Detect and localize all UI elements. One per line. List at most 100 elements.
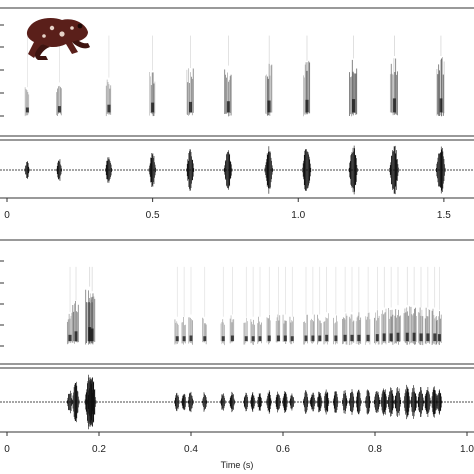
spectrogram-pulse	[266, 266, 271, 345]
x-tick-label: 0.5	[146, 210, 160, 221]
oscillogram-pulse	[302, 149, 312, 191]
x-tick-label: 0.4	[184, 444, 198, 455]
oscillogram-pulse	[186, 149, 195, 191]
oscillogram-pulse	[187, 391, 194, 413]
oscillogram-pulse	[275, 391, 281, 413]
spectrogram-pulse	[66, 266, 73, 345]
oscillogram-pulse	[348, 145, 358, 195]
oscillogram-pulse	[24, 161, 30, 179]
oscillogram-pulse	[387, 387, 395, 417]
panel-a: 0 0.5 1.0 1.5	[0, 7, 474, 221]
spectrogram-pulse	[88, 266, 96, 345]
x-tick-label: 0.6	[276, 444, 290, 455]
spectrogram-pulse	[229, 266, 235, 344]
spectrogram-pulse	[424, 266, 431, 345]
spectrogram-pulse	[275, 266, 281, 343]
oscillogram-pulse	[181, 393, 187, 411]
oscillogram-pulse	[66, 390, 73, 414]
oscillogram-pulse	[316, 391, 323, 413]
spectrogram-pulse	[310, 266, 315, 344]
spectrogram-pulse	[188, 266, 193, 345]
oscillogram-pulse	[323, 389, 330, 415]
spectrogram-pulse	[105, 35, 112, 117]
oscillogram-pulse	[380, 388, 388, 416]
spectrogram-pulse	[394, 266, 401, 345]
frog-photo	[26, 18, 90, 60]
frog-spot	[59, 31, 65, 37]
spectrogram-pulse	[72, 266, 79, 344]
spectrogram-pulse	[181, 266, 186, 345]
oscillogram-pulse	[223, 150, 233, 190]
spectrogram-pulse	[317, 266, 322, 345]
panel-b: 0 0.2 0.4 0.6 0.8 1.0 Time (s)	[0, 239, 474, 470]
spectrogram-pulse	[202, 266, 207, 345]
spectrogram-pulse	[243, 266, 248, 345]
frog-leg	[72, 40, 90, 49]
oscillogram-pulse	[148, 152, 156, 188]
spectrogram-pulse	[342, 266, 348, 345]
frog-spot	[49, 25, 55, 31]
oscillogram-pulse	[394, 387, 402, 417]
spectrogram-pulse	[174, 266, 179, 345]
spectrogram-pulse	[323, 266, 329, 345]
x-tick-label: 1.0	[460, 444, 474, 455]
oscillogram-pulse	[174, 392, 180, 412]
oscillogram-pulse	[435, 146, 446, 194]
frog-spot	[70, 26, 74, 30]
panel-a-spectrogram	[24, 35, 445, 117]
oscillogram-pulse	[220, 393, 226, 411]
spectrogram-pulse	[250, 266, 255, 346]
spectrogram-pulse	[303, 35, 311, 117]
spectrogram-pulse	[289, 266, 294, 345]
frog-eye	[77, 23, 83, 29]
oscillogram-pulse	[403, 384, 411, 420]
spectrogram-pulse	[388, 266, 394, 345]
spectrogram-pulse	[224, 35, 232, 117]
oscillogram-pulse	[417, 386, 425, 418]
oscillogram-pulse	[348, 389, 355, 415]
spectrogram-pulse	[381, 266, 387, 345]
frog-spot	[42, 34, 46, 38]
spectrogram-pulse	[365, 266, 371, 345]
oscillogram-pulse	[436, 389, 443, 415]
spectrogram-pulse	[56, 35, 62, 117]
spectrogram-pulse	[186, 35, 194, 117]
spectrogram-pulse	[265, 35, 273, 116]
panel-b-oscillogram	[66, 374, 443, 430]
frog-leg	[35, 44, 50, 60]
spectrogram-pulse	[257, 266, 262, 344]
oscillogram-pulse	[266, 390, 272, 414]
oscillogram-pulse	[250, 391, 256, 413]
panel-b-x-axis-label: Time (s)	[221, 460, 254, 470]
x-tick-label: 0	[4, 210, 10, 221]
oscillogram-pulse	[373, 391, 381, 413]
spectrogram-pulse	[303, 266, 308, 345]
spectrogram-pulse	[374, 266, 380, 345]
oscillogram-pulse	[342, 390, 348, 414]
x-tick-label: 0.8	[368, 444, 382, 455]
oscillogram-pulse	[389, 145, 399, 195]
oscillogram-pulse	[289, 393, 295, 411]
x-tick-label: 1.5	[437, 210, 451, 221]
oscillogram-pulse	[332, 390, 339, 414]
spectrogram-pulse	[436, 266, 442, 346]
spectrogram-pulse	[149, 35, 156, 117]
oscillogram-pulse	[257, 393, 263, 411]
spectrogram-pulse	[282, 266, 287, 345]
oscillogram-pulse	[202, 392, 208, 412]
oscillogram-pulse	[309, 392, 316, 412]
oscillogram-pulse	[424, 386, 431, 418]
spectrogram-pulse	[24, 35, 30, 117]
panel-b-x-axis: 0 0.2 0.4 0.6 0.8 1.0	[4, 432, 474, 455]
x-tick-label: 0	[4, 444, 10, 455]
oscillogram-pulse	[264, 146, 274, 194]
spectrogram-pulse	[349, 35, 358, 117]
spectrogram-pulse	[417, 266, 424, 346]
spectrogram-pulse	[403, 266, 410, 345]
oscillogram-pulse	[365, 389, 371, 415]
spectrogram-pulse	[436, 35, 445, 117]
oscillogram-pulse	[302, 390, 309, 414]
spectrogram-pulse	[431, 266, 437, 345]
oscillogram-pulse	[56, 159, 62, 181]
oscillogram-pulse	[355, 389, 362, 415]
